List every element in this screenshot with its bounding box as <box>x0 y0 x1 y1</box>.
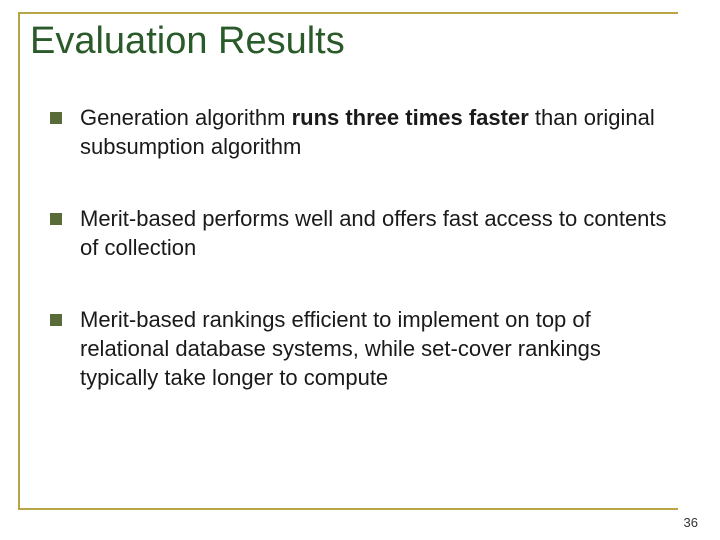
slide-title: Evaluation Results <box>30 20 349 69</box>
bullet-item: Merit-based rankings efficient to implem… <box>50 306 670 392</box>
frame-bottom <box>18 508 678 510</box>
bullet-text: Merit-based performs well and offers fas… <box>80 205 670 262</box>
page-number: 36 <box>684 515 698 530</box>
bullet-text: Merit-based rankings efficient to implem… <box>80 306 670 392</box>
frame-top <box>18 12 678 14</box>
bullet-bold: runs three times faster <box>292 105 529 130</box>
bullet-text: Generation algorithm runs three times fa… <box>80 104 670 161</box>
square-bullet-icon <box>50 112 62 124</box>
frame-left <box>18 12 20 510</box>
square-bullet-icon <box>50 314 62 326</box>
square-bullet-icon <box>50 213 62 225</box>
bullet-pre: Merit-based performs well and offers fas… <box>80 206 667 260</box>
bullet-item: Generation algorithm runs three times fa… <box>50 104 670 161</box>
bullet-item: Merit-based performs well and offers fas… <box>50 205 670 262</box>
bullet-pre: Merit-based rankings efficient to implem… <box>80 307 601 389</box>
bullet-pre: Generation algorithm <box>80 105 292 130</box>
bullet-list: Generation algorithm runs three times fa… <box>50 104 670 436</box>
